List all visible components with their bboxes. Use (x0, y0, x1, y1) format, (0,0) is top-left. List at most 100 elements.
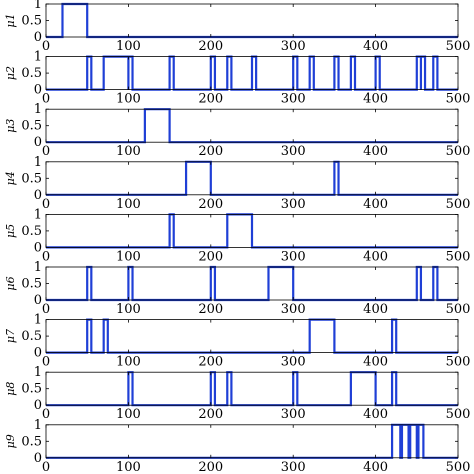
x-tick-label: 100 (116, 302, 141, 317)
y-tick-label: 0 (34, 135, 42, 150)
x-tick-label: 500 (446, 355, 471, 370)
y-tick-label: 0.5 (21, 14, 42, 29)
y-tick-label: 0 (34, 293, 42, 308)
x-tick-label: 200 (198, 460, 223, 474)
y-tick-label: 0 (34, 451, 42, 466)
series-line-2 (46, 55, 458, 91)
x-tick-label: 200 (198, 302, 223, 317)
x-tick-label: 300 (281, 302, 306, 317)
y-tick-label: 1 (34, 102, 42, 117)
y-axis-label-2: μ2 (4, 66, 17, 80)
series-line-4 (46, 160, 458, 196)
x-tick-label: 100 (116, 144, 141, 159)
x-tick-label: 300 (281, 355, 306, 370)
y-tick-label: 0 (34, 188, 42, 203)
y-axis-label-6: μ6 (4, 276, 17, 290)
y-tick-label: 0.5 (21, 434, 42, 449)
x-tick-label: 400 (363, 39, 388, 54)
x-tick-label: 300 (281, 460, 306, 474)
x-tick-label: 100 (116, 92, 141, 107)
x-tick-label: 500 (446, 249, 471, 264)
subplot-3: 0 100 200 300 400 500 00.5 1 μ3 (4, 102, 470, 159)
x-tick-label: 500 (446, 407, 471, 422)
y-tick-label: 0 (34, 346, 42, 361)
x-tick-label: 300 (281, 407, 306, 422)
x-tick-label: 0 (42, 92, 50, 107)
y-tick-label: 0 (34, 240, 42, 255)
x-tick-label: 200 (198, 355, 223, 370)
x-tick-label: 300 (281, 197, 306, 212)
series-line-1 (46, 2, 458, 39)
y-tick-label: 0.5 (21, 171, 42, 186)
x-tick-label: 200 (198, 39, 223, 54)
x-tick-label: 500 (446, 197, 471, 212)
series-line-8 (46, 371, 458, 407)
y-tick-label: 0.5 (21, 224, 42, 239)
x-tick-label: 400 (363, 355, 388, 370)
y-tick-label: 0.5 (21, 329, 42, 344)
axes-frame-1 (45, 3, 459, 38)
x-tick-label: 500 (446, 92, 471, 107)
y-tick-label: 0.5 (21, 66, 42, 81)
y-tick-label: 1 (34, 260, 42, 275)
x-tick-label: 200 (198, 92, 223, 107)
x-tick-label: 0 (42, 302, 50, 317)
y-axis-label-7: μ7 (4, 329, 17, 343)
y-tick-label: 1 (34, 0, 42, 12)
series-line-3 (46, 108, 458, 144)
y-tick-label: 0.5 (21, 382, 42, 397)
x-tick-label: 0 (42, 144, 50, 159)
y-tick-label: 0 (34, 398, 42, 413)
y-axis-label-3: μ3 (4, 119, 17, 133)
x-tick-label: 100 (116, 197, 141, 212)
y-tick-label: 0.5 (21, 119, 42, 134)
x-tick-label: 400 (363, 249, 388, 264)
x-tick-label: 200 (198, 407, 223, 422)
y-tick-label: 1 (34, 50, 42, 65)
axes-frame-9 (45, 424, 459, 459)
y-axis-label-8: μ8 (4, 382, 17, 396)
x-tick-label: 500 (446, 302, 471, 317)
x-tick-label: 0 (42, 407, 50, 422)
x-tick-label: 100 (116, 460, 141, 474)
x-tick-label: 300 (281, 39, 306, 54)
x-tick-label: 100 (116, 249, 141, 264)
y-axis-label-4: μ4 (4, 171, 17, 185)
x-tick-label: 400 (363, 144, 388, 159)
x-tick-label: 100 (116, 407, 141, 422)
x-tick-label: 300 (281, 92, 306, 107)
series-line-7 (46, 318, 458, 354)
y-tick-label: 0 (34, 83, 42, 98)
y-tick-label: 0 (34, 30, 42, 45)
subplot-5: 0 100 200 300 400 500 00.5 1 μ5 (4, 207, 470, 264)
x-tick-label: 100 (116, 355, 141, 370)
x-tick-label: 500 (446, 39, 471, 54)
y-axis-label-9: μ9 (4, 434, 17, 448)
x-tick-label: 200 (198, 249, 223, 264)
y-tick-label: 1 (34, 155, 42, 170)
x-tick-label: 0 (42, 39, 50, 54)
x-tick-label: 100 (116, 39, 141, 54)
y-tick-label: 1 (34, 207, 42, 222)
x-tick-label: 0 (42, 197, 50, 212)
y-axis-label-1: μ1 (4, 13, 17, 27)
x-tick-label: 400 (363, 197, 388, 212)
y-axis-label-5: μ5 (4, 224, 17, 238)
x-tick-label: 300 (281, 144, 306, 159)
y-tick-label: 1 (34, 365, 42, 380)
x-tick-label: 400 (363, 407, 388, 422)
axes-frame-3 (45, 108, 459, 143)
axes-frame-6 (45, 266, 459, 301)
x-tick-label: 300 (281, 249, 306, 264)
x-tick-label: 400 (363, 302, 388, 317)
x-tick-label: 200 (198, 197, 223, 212)
series-line-5 (46, 213, 458, 249)
y-tick-label: 1 (34, 313, 42, 328)
x-tick-label: 0 (42, 249, 50, 264)
y-tick-label: 0.5 (21, 277, 42, 292)
